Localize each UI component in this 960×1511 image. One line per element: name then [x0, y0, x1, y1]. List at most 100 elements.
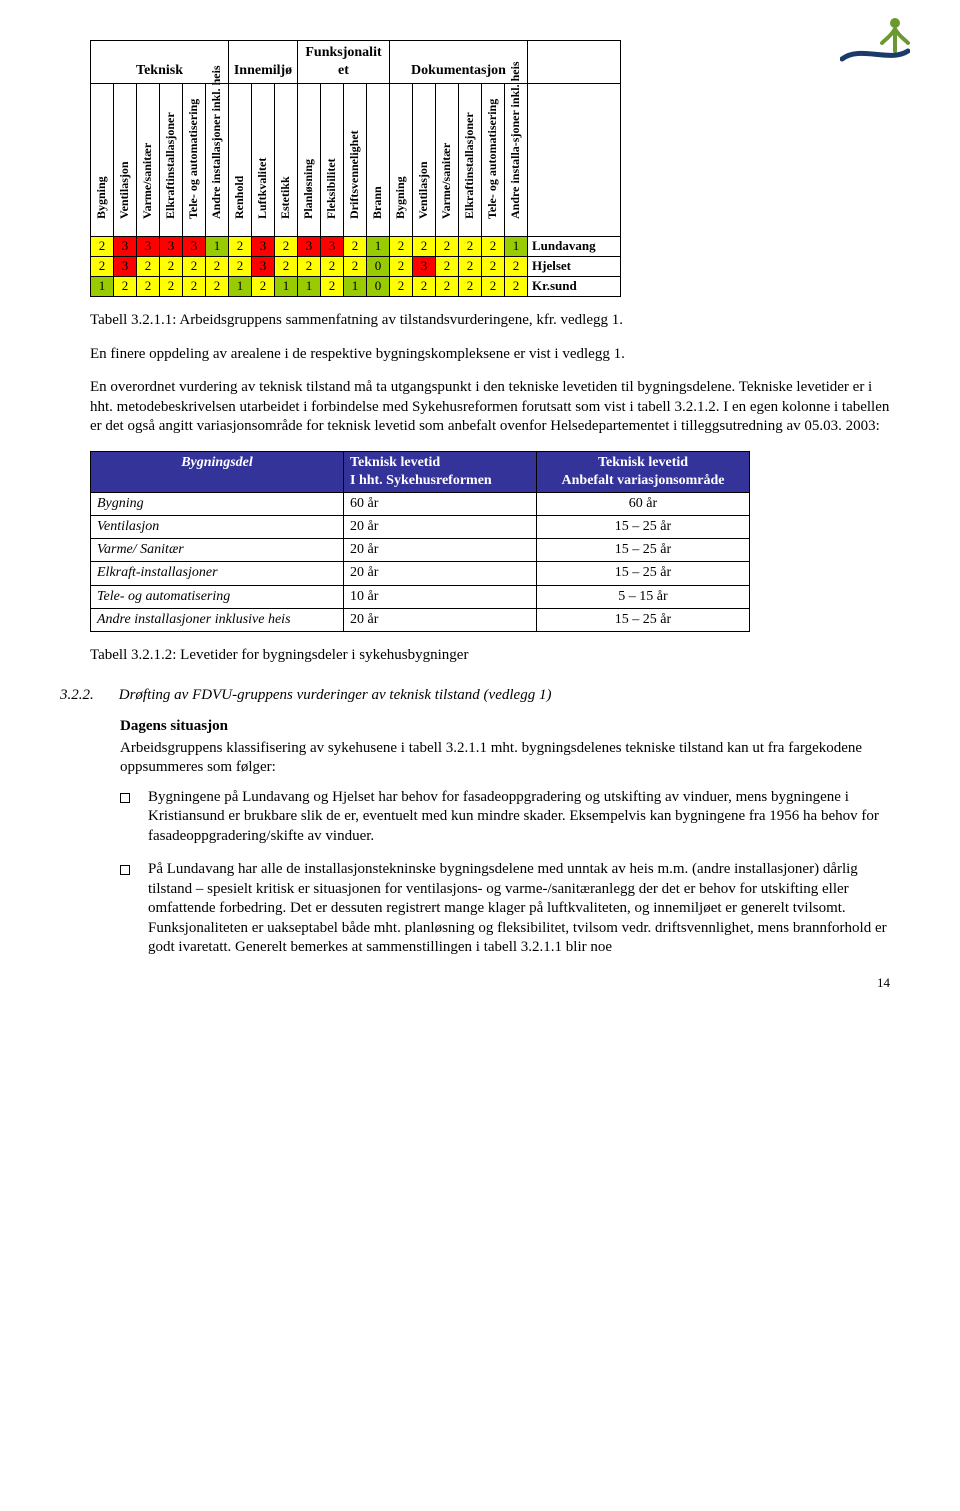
- matrix-cell: 2: [91, 237, 114, 257]
- column-header: Varme/sanitær: [436, 84, 459, 237]
- para-2: En overordnet vurdering av teknisk tilst…: [90, 378, 890, 437]
- t2-cell: Andre installasjoner inklusive heis: [91, 608, 344, 631]
- t2-cell: 15 – 25 år: [537, 608, 750, 631]
- matrix-cell: 1: [91, 277, 114, 297]
- matrix-cell: 3: [137, 237, 160, 257]
- matrix-cell: 2: [183, 277, 206, 297]
- section-heading: 3.2.2. Drøfting av FDVU-gruppens vurderi…: [60, 686, 890, 706]
- column-header: Brann: [367, 84, 390, 237]
- t2-cell: Bygning: [91, 492, 344, 515]
- matrix-cell: 2: [390, 277, 413, 297]
- column-header: Tele- og automatisering: [183, 84, 206, 237]
- matrix-cell: 3: [413, 257, 436, 277]
- row-label: Hjelset: [528, 257, 621, 277]
- matrix-cell: 0: [367, 277, 390, 297]
- matrix-cell: 2: [459, 237, 482, 257]
- t2-cell: 60 år: [537, 492, 750, 515]
- logo-icon: [840, 15, 910, 70]
- row-label: Lundavang: [528, 237, 621, 257]
- matrix-cell: 2: [482, 237, 505, 257]
- matrix-cell: 3: [252, 237, 275, 257]
- para-1: En finere oppdeling av arealene i de res…: [90, 345, 890, 365]
- condition-matrix-table: TekniskInnemiljøFunksjonalit etDokumenta…: [90, 40, 621, 297]
- matrix-cell: 1: [206, 237, 229, 257]
- sub-lead: Dagens situasjon: [120, 717, 890, 737]
- matrix-cell: 3: [252, 257, 275, 277]
- t2-cell: 60 år: [344, 492, 537, 515]
- column-header: Elkraftinstallasjoner: [160, 84, 183, 237]
- matrix-cell: 0: [367, 257, 390, 277]
- matrix-cell: 1: [344, 277, 367, 297]
- matrix-cell: 2: [344, 257, 367, 277]
- matrix-cell: 2: [413, 237, 436, 257]
- column-header: Luftkvalitet: [252, 84, 275, 237]
- column-header: Renhold: [229, 84, 252, 237]
- t2-cell: 15 – 25 år: [537, 539, 750, 562]
- matrix-cell: 2: [436, 237, 459, 257]
- t2-cell: Tele- og automatisering: [91, 585, 344, 608]
- section-title: Drøfting av FDVU-gruppens vurderinger av…: [119, 687, 552, 703]
- column-header: Bygning: [91, 84, 114, 237]
- column-header: Planløsning: [298, 84, 321, 237]
- matrix-cell: 2: [275, 257, 298, 277]
- matrix-cell: 2: [390, 257, 413, 277]
- group-header: Dokumentasjon: [390, 41, 528, 84]
- matrix-cell: 2: [390, 237, 413, 257]
- t2-cell: 20 år: [344, 608, 537, 631]
- matrix-cell: 2: [459, 257, 482, 277]
- t2-cell: 15 – 25 år: [537, 516, 750, 539]
- matrix-cell: 3: [114, 257, 137, 277]
- matrix-cell: 2: [137, 257, 160, 277]
- matrix-cell: 2: [413, 277, 436, 297]
- matrix-cell: 3: [321, 237, 344, 257]
- matrix-cell: 2: [229, 257, 252, 277]
- matrix-cell: 2: [436, 257, 459, 277]
- column-header: Elkraftinstallasjoner: [459, 84, 482, 237]
- matrix-cell: 3: [114, 237, 137, 257]
- column-header: Bygning: [390, 84, 413, 237]
- t2-cell: 10 år: [344, 585, 537, 608]
- table2-caption: Tabell 3.2.1.2: Levetider for bygningsde…: [90, 646, 890, 666]
- t2-cell: Varme/ Sanitær: [91, 539, 344, 562]
- sub-text: Arbeidsgruppens klassifisering av sykehu…: [120, 739, 890, 778]
- column-header: Varme/sanitær: [137, 84, 160, 237]
- matrix-cell: 2: [160, 257, 183, 277]
- page-number: 14: [877, 975, 890, 992]
- matrix-cell: 2: [137, 277, 160, 297]
- matrix-cell: 1: [367, 237, 390, 257]
- t2-cell: 5 – 15 år: [537, 585, 750, 608]
- bullet-item: Bygningene på Lundavang og Hjelset har b…: [120, 788, 890, 847]
- matrix-cell: 2: [321, 257, 344, 277]
- lifetime-table: BygningsdelTeknisk levetid I hht. Sykehu…: [90, 451, 750, 633]
- section-number: 3.2.2.: [60, 686, 115, 706]
- matrix-cell: 1: [298, 277, 321, 297]
- column-header: Andre installasjoner inkl. heis: [206, 84, 229, 237]
- column-header: Estetikk: [275, 84, 298, 237]
- column-header: Driftsvennelighet: [344, 84, 367, 237]
- matrix-cell: 2: [344, 237, 367, 257]
- t2-cell: Ventilasjon: [91, 516, 344, 539]
- matrix-cell: 1: [275, 277, 298, 297]
- matrix-cell: 2: [298, 257, 321, 277]
- t2-cell: Elkraft-installasjoner: [91, 562, 344, 585]
- matrix-cell: 2: [183, 257, 206, 277]
- bullet-list: Bygningene på Lundavang og Hjelset har b…: [120, 788, 890, 958]
- matrix-cell: 3: [160, 237, 183, 257]
- t2-cell: 20 år: [344, 562, 537, 585]
- matrix-cell: 3: [183, 237, 206, 257]
- column-header: Andre installa-sjoner inkl. heis: [505, 84, 528, 237]
- t2-cell: 20 år: [344, 539, 537, 562]
- matrix-cell: 2: [229, 237, 252, 257]
- t2-header: Teknisk levetid I hht. Sykehusreformen: [344, 451, 537, 492]
- column-header: Tele- og automatisering: [482, 84, 505, 237]
- column-header: Ventilasjon: [413, 84, 436, 237]
- matrix-cell: 2: [114, 277, 137, 297]
- t2-header: Bygningsdel: [91, 451, 344, 492]
- t2-header: Teknisk levetid Anbefalt variasjonsområd…: [537, 451, 750, 492]
- matrix-cell: 2: [275, 237, 298, 257]
- matrix-cell: 1: [229, 277, 252, 297]
- t2-cell: 20 år: [344, 516, 537, 539]
- matrix-cell: 2: [321, 277, 344, 297]
- column-header: Fleksibilitet: [321, 84, 344, 237]
- matrix-cell: 1: [505, 237, 528, 257]
